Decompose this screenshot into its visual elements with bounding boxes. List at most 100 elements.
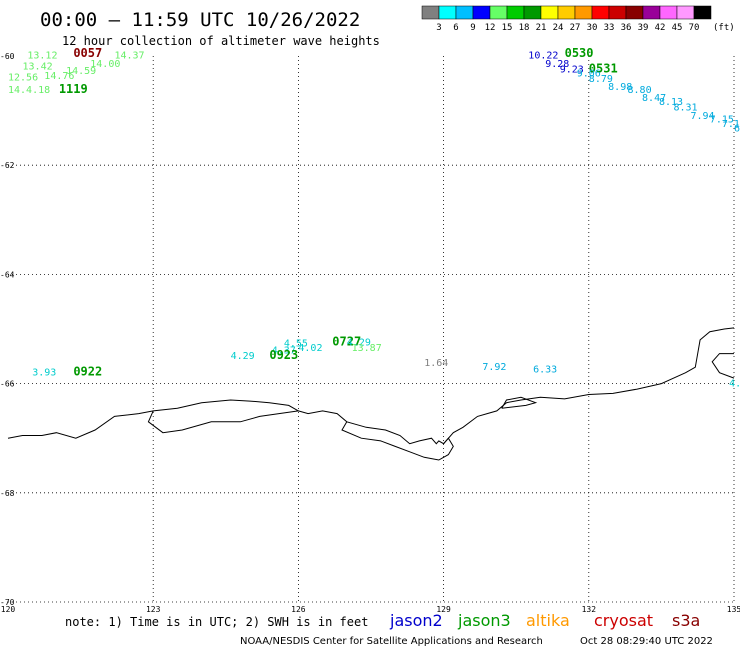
pass-time-label: 0531 xyxy=(589,61,618,75)
legend-label: 70 xyxy=(689,23,700,33)
pass-time-label: 0923 xyxy=(269,348,298,362)
lon-tick-label: 120 xyxy=(1,605,16,614)
pass-time-label: 0057 xyxy=(73,46,102,60)
legend-label: 9 xyxy=(470,23,475,33)
satellite-cryosat: cryosat xyxy=(594,611,653,630)
wave-height-label: 4.02 xyxy=(298,343,322,354)
wave-height-label: 13.87 xyxy=(352,343,382,354)
color-legend: 3 6 9 12 15 18 21 24 27 30 33 36 39 42 45 70 (ft) xyxy=(421,5,735,33)
wave-height-label: 7.94 xyxy=(690,111,714,122)
lon-tick-label: 123 xyxy=(146,605,161,614)
legend-label: 27 xyxy=(570,23,581,33)
legend-swatch xyxy=(676,5,695,20)
wave-height-label: 10.22 xyxy=(528,51,558,62)
map-title: 00:00 – 11:59 UTC 10/26/2022 xyxy=(40,9,360,31)
legend-label: 30 xyxy=(587,23,598,33)
legend-swatch xyxy=(472,5,491,20)
wave-height-label: 14.76 xyxy=(44,71,74,82)
footnote: note: 1) Time is in UTC; 2) SWH is in fe… xyxy=(65,615,368,629)
axis-ticks: 120 123 126 129 132 135 -60 -62 -64 -66 -68 -70 xyxy=(0,52,740,614)
satellite-jason2: jason2 xyxy=(389,611,443,630)
coastline-east xyxy=(711,353,735,379)
wave-height-label: 9.23 xyxy=(560,64,584,75)
wave-height-label: 4.22 xyxy=(729,378,740,389)
wave-height-label: 8.98 xyxy=(608,82,632,93)
legend-swatch xyxy=(574,5,593,20)
legend-swatch xyxy=(489,5,508,20)
grid-lines xyxy=(8,56,735,603)
legend-swatch xyxy=(625,5,644,20)
credit-line: NOAA/NESDIS Center for Satellite Applica… xyxy=(240,636,543,647)
wave-height-label: 7.92 xyxy=(482,362,506,373)
legend-swatch xyxy=(506,5,525,20)
lat-tick-label: -70 xyxy=(0,598,15,607)
lat-tick-label: -64 xyxy=(0,270,15,279)
wave-height-label: 9.28 xyxy=(545,59,569,70)
wave-height-label: 4.37 xyxy=(272,346,296,357)
legend-label: 36 xyxy=(621,23,632,33)
wave-height-label: 13.42 xyxy=(23,62,53,73)
legend-swatch xyxy=(659,5,678,20)
legend-unit: (ft) xyxy=(713,23,735,33)
wave-height-label: 1.64 xyxy=(424,358,448,369)
legend-label: 39 xyxy=(638,23,649,33)
wave-height-label: 4.55 xyxy=(284,338,308,349)
pass-time-label: 0530 xyxy=(565,46,594,60)
coastline-main xyxy=(7,327,735,445)
wave-height-label: 8.47 xyxy=(642,93,666,104)
legend-swatch xyxy=(608,5,627,20)
pass-time-label: 0922 xyxy=(73,364,102,378)
legend-swatch xyxy=(642,5,661,20)
wave-height-label: 14.4.18 xyxy=(8,85,50,96)
legend-label: 42 xyxy=(655,23,666,33)
wave-height-label: 13.12 xyxy=(27,51,57,62)
lon-tick-label: 132 xyxy=(582,605,597,614)
pass-time-label: 1119 xyxy=(59,82,88,96)
legend-swatch xyxy=(523,5,542,20)
generated-timestamp: Oct 28 08:29:40 UTC 2022 xyxy=(580,636,713,647)
wave-height-label: 7.15 xyxy=(710,115,734,126)
legend-label: 12 xyxy=(485,23,496,33)
legend-label: 3 xyxy=(436,23,441,33)
wave-height-label: 4.29 xyxy=(347,337,371,348)
coastline-bay xyxy=(341,421,454,461)
legend-label: 15 xyxy=(502,23,513,33)
wave-height-label: 6.8 xyxy=(734,123,740,134)
satellite-s3a: s3a xyxy=(672,611,700,630)
legend-label: 6 xyxy=(453,23,458,33)
legend-swatch xyxy=(591,5,610,20)
wave-height-label: 14.37 xyxy=(114,51,144,62)
legend-swatch xyxy=(455,5,474,20)
satellite-jason3: jason3 xyxy=(457,611,511,630)
map-subtitle: 12 hour collection of altimeter wave hei… xyxy=(62,34,380,48)
lon-tick-label: 135 xyxy=(727,605,740,614)
coastline-cape xyxy=(501,396,538,409)
wave-height-label: 3.93 xyxy=(32,367,56,378)
legend-swatch xyxy=(438,5,457,20)
legend-swatch xyxy=(540,5,559,20)
lat-tick-label: -66 xyxy=(0,380,15,389)
legend-swatch xyxy=(421,5,440,20)
lat-tick-label: -68 xyxy=(0,489,15,498)
legend-label: 24 xyxy=(553,23,564,33)
lon-tick-label: 126 xyxy=(291,605,306,614)
pass-time-label: 0727 xyxy=(332,334,361,348)
wave-height-label: 4.29 xyxy=(231,351,255,362)
legend-swatch xyxy=(557,5,576,20)
wave-height-label: 9.06 xyxy=(577,69,601,80)
lat-tick-label: -62 xyxy=(0,161,15,170)
legend-label: 21 xyxy=(536,23,547,33)
wave-height-label: 8.13 xyxy=(659,97,683,108)
satellite-legend: jason2 jason3 altika cryosat s3a xyxy=(389,611,700,630)
wave-height-label: 6.33 xyxy=(533,365,557,376)
lon-tick-label: 129 xyxy=(436,605,451,614)
plot-frame xyxy=(8,56,734,602)
wave-height-label: 8.31 xyxy=(674,103,698,114)
wave-height-label: 14.59 xyxy=(66,66,96,77)
wave-height-label: 12.56 xyxy=(8,73,38,84)
coastline xyxy=(7,327,735,461)
wave-height-label: 7.13 xyxy=(722,119,740,130)
